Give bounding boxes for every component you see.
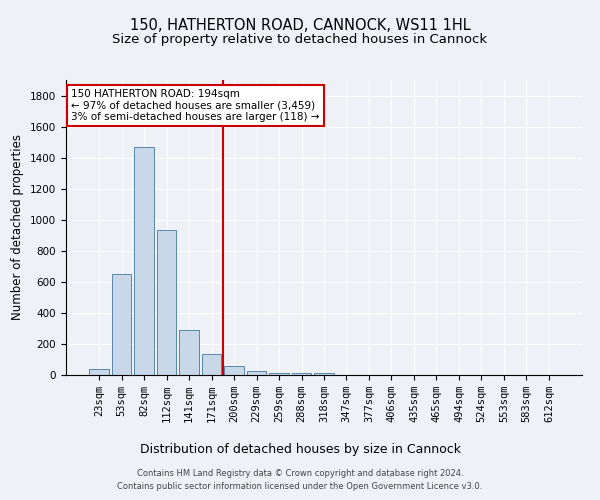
Bar <box>134 147 154 375</box>
Text: Contains HM Land Registry data © Crown copyright and database right 2024.: Contains HM Land Registry data © Crown c… <box>137 468 463 477</box>
Text: Contains public sector information licensed under the Open Government Licence v3: Contains public sector information licen… <box>118 482 482 491</box>
Text: 150, HATHERTON ROAD, CANNOCK, WS11 1HL: 150, HATHERTON ROAD, CANNOCK, WS11 1HL <box>130 18 470 32</box>
Bar <box>202 354 221 375</box>
Text: Distribution of detached houses by size in Cannock: Distribution of detached houses by size … <box>139 442 461 456</box>
Y-axis label: Number of detached properties: Number of detached properties <box>11 134 25 320</box>
Bar <box>157 230 176 375</box>
Text: 150 HATHERTON ROAD: 194sqm
← 97% of detached houses are smaller (3,459)
3% of se: 150 HATHERTON ROAD: 194sqm ← 97% of deta… <box>71 89 320 122</box>
Bar <box>112 274 131 375</box>
Bar <box>89 369 109 375</box>
Bar <box>247 371 266 375</box>
Bar <box>292 374 311 375</box>
Bar <box>269 372 289 375</box>
Bar <box>314 372 334 375</box>
Bar <box>224 366 244 375</box>
Text: Size of property relative to detached houses in Cannock: Size of property relative to detached ho… <box>112 32 488 46</box>
Bar <box>179 330 199 375</box>
